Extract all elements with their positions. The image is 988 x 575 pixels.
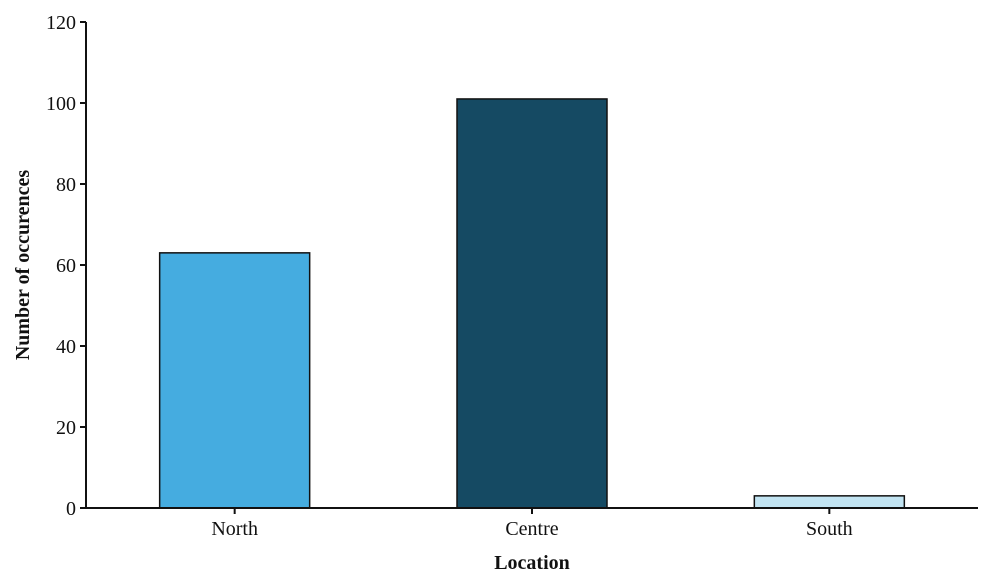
x-axis-ticks: North Centre South: [211, 508, 853, 540]
y-tick-label: 100: [46, 93, 76, 115]
x-axis-title: Location: [494, 552, 570, 574]
bar-centre: [456, 98, 608, 509]
bar-south: [753, 495, 906, 509]
y-tick-label: 60: [56, 255, 76, 277]
y-tick-label: 80: [56, 174, 76, 196]
bars: [158, 98, 906, 509]
x-tick-label-north: North: [211, 518, 258, 540]
x-tick-label-centre: Centre: [505, 518, 558, 540]
y-axis-title: Number of occurences: [12, 170, 34, 361]
y-tick-label: 120: [46, 12, 76, 34]
y-tick-label: 0: [66, 498, 76, 520]
x-tick-label-south: South: [806, 518, 853, 540]
bar-north: [158, 252, 311, 509]
y-axis-ticks: 0 20 40 60 80 100 120: [46, 12, 86, 520]
y-tick-label: 20: [56, 417, 76, 439]
y-tick-label: 40: [56, 336, 76, 358]
